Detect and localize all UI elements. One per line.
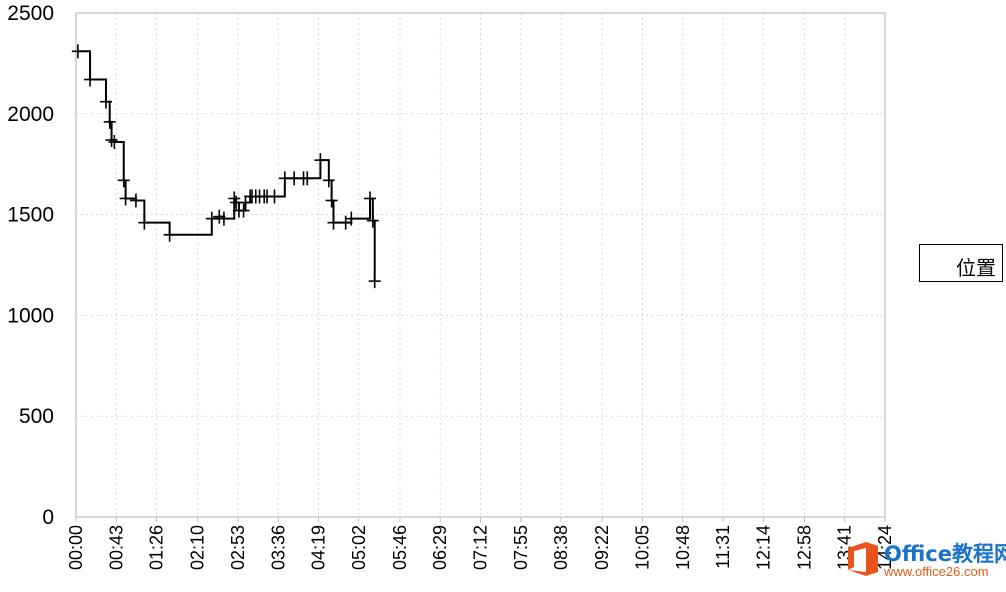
data-point-marker (138, 215, 151, 230)
series-line (77, 50, 376, 282)
y-tick-label: 1500 (7, 204, 54, 227)
plot-frame (75, 12, 886, 518)
legend: 位置 (919, 244, 1003, 282)
x-tick-label: 05:02 (349, 525, 369, 570)
x-tick-label: 14:24 (875, 525, 895, 570)
x-tick-label: 03:36 (268, 525, 288, 570)
x-tick-label: 10:48 (673, 525, 693, 570)
data-point-marker (129, 193, 142, 208)
data-point-marker (301, 171, 314, 186)
data-point-marker (163, 227, 176, 242)
office-logo-icon (848, 542, 878, 576)
data-point-marker (105, 133, 118, 148)
y-tick-label: 2000 (7, 103, 54, 126)
x-tick-label: 02:53 (228, 525, 248, 570)
data-point-marker (327, 215, 340, 230)
y-tick-label: 1000 (7, 304, 54, 327)
data-point-marker (205, 211, 218, 226)
data-point-marker (84, 72, 97, 87)
data-point-marker (237, 203, 250, 218)
grid-lines (75, 13, 886, 522)
watermark: Office教程网 www.office26.com (846, 536, 1006, 586)
data-point-marker (314, 153, 327, 168)
x-tick-label: 08:38 (551, 525, 571, 570)
x-tick-label: 02:10 (188, 525, 208, 570)
x-tick-label: 00:00 (66, 525, 86, 570)
data-point-marker (339, 215, 352, 230)
x-tick-label: 09:22 (592, 525, 612, 570)
x-tick-label: 00:43 (106, 525, 126, 570)
data-point-marker (217, 211, 230, 226)
x-tick-label: 12:14 (753, 525, 773, 570)
x-tick-label: 12:58 (794, 525, 814, 570)
watermark-name: Office教程网 (884, 542, 1006, 566)
data-point-marker (71, 44, 84, 59)
x-tick-label: 05:46 (390, 525, 410, 570)
y-axis-tick-labels: 0 500 1000 1500 2000 2500 (7, 2, 54, 529)
y-tick-label: 500 (19, 405, 54, 428)
data-point-marker (368, 274, 381, 289)
legend-label: 位置 (956, 256, 996, 280)
y-tick-label: 2500 (7, 2, 54, 25)
data-point-marker (108, 135, 121, 150)
data-point-marker (364, 191, 377, 206)
x-tick-label: 11:31 (713, 525, 733, 569)
data-point-marker (322, 173, 335, 188)
series-position (71, 44, 381, 289)
data-point-marker (268, 189, 281, 204)
x-tick-label: 07:12 (471, 525, 491, 570)
x-tick-label: 06:29 (430, 525, 450, 570)
data-point-marker (117, 173, 130, 188)
x-tick-label: 01:26 (147, 525, 167, 570)
x-tick-label: 04:19 (309, 525, 329, 570)
data-point-marker (103, 114, 116, 129)
x-axis-tick-labels: 00:00 00:43 01:26 02:10 02:53 03:36 04:19 05:02… (66, 525, 895, 570)
data-point-marker (119, 191, 132, 206)
data-point-marker (325, 193, 338, 208)
data-point-marker (366, 213, 379, 228)
y-tick-label: 0 (42, 506, 54, 529)
watermark-url: www.office26.com (884, 564, 989, 579)
x-tick-label: 07:55 (511, 525, 531, 570)
data-point-marker (345, 211, 358, 226)
x-tick-label: 10:05 (632, 525, 652, 570)
data-point-marker (99, 94, 112, 109)
